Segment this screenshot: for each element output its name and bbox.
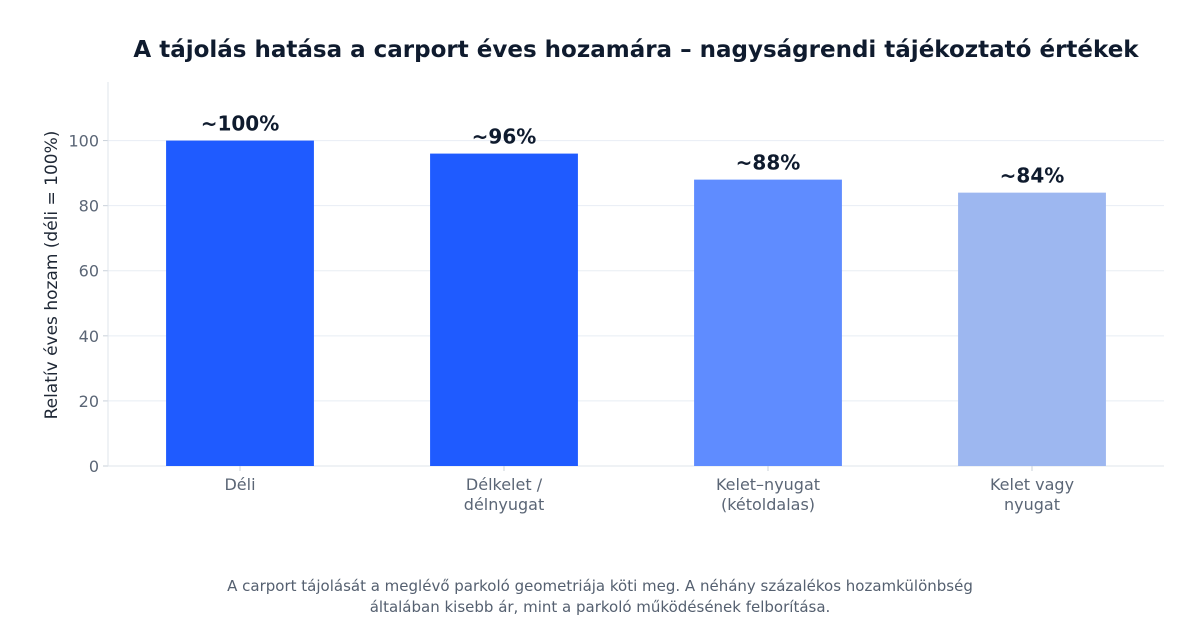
- y-tick-label: 20: [79, 392, 99, 411]
- footnote: A carport tájolását a meglévő parkoló ge…: [150, 576, 1050, 618]
- y-tick-label: 60: [79, 262, 99, 281]
- footnote-line-1: A carport tájolását a meglévő parkoló ge…: [227, 577, 973, 595]
- x-tick-label: Kelet vagy: [990, 475, 1074, 494]
- data-label: ~84%: [1000, 164, 1065, 188]
- bar: [958, 192, 1106, 466]
- data-label: ~96%: [472, 125, 537, 149]
- y-tick-label: 0: [89, 457, 99, 476]
- y-tick-label: 80: [79, 197, 99, 216]
- bar: [430, 153, 578, 467]
- y-tick-labels: 0 20 40 60 80 100: [68, 132, 99, 476]
- bars: [166, 140, 1106, 467]
- x-tick-label: Délkelet /: [466, 475, 543, 494]
- x-tick-label: délnyugat: [464, 495, 544, 514]
- data-label: ~100%: [201, 112, 280, 136]
- x-tick-label: (kétoldalas): [721, 495, 815, 514]
- y-tick-label: 40: [79, 327, 99, 346]
- bar: [166, 140, 314, 466]
- data-label: ~88%: [736, 151, 801, 175]
- y-tick-label: 100: [68, 132, 99, 151]
- x-tick-labels: Déli Délkelet /délnyugat Kelet–nyugat(kéto…: [224, 475, 1074, 514]
- footnote-line-2: általában kisebb ár, mint a parkoló műkö…: [369, 598, 831, 616]
- x-tick-label: Déli: [224, 475, 255, 494]
- bar: [694, 179, 842, 466]
- data-labels: ~100% ~96% ~88% ~84%: [201, 112, 1065, 188]
- x-tick-label: nyugat: [1004, 495, 1060, 514]
- chart-title: A tájolás hatása a carport éves hozamára…: [133, 37, 1139, 63]
- y-axis-label: Relatív éves hozam (déli = 100%): [42, 131, 62, 420]
- x-tick-label: Kelet–nyugat: [716, 475, 820, 494]
- bar-chart: A tájolás hatása a carport éves hozamára…: [42, 37, 1164, 514]
